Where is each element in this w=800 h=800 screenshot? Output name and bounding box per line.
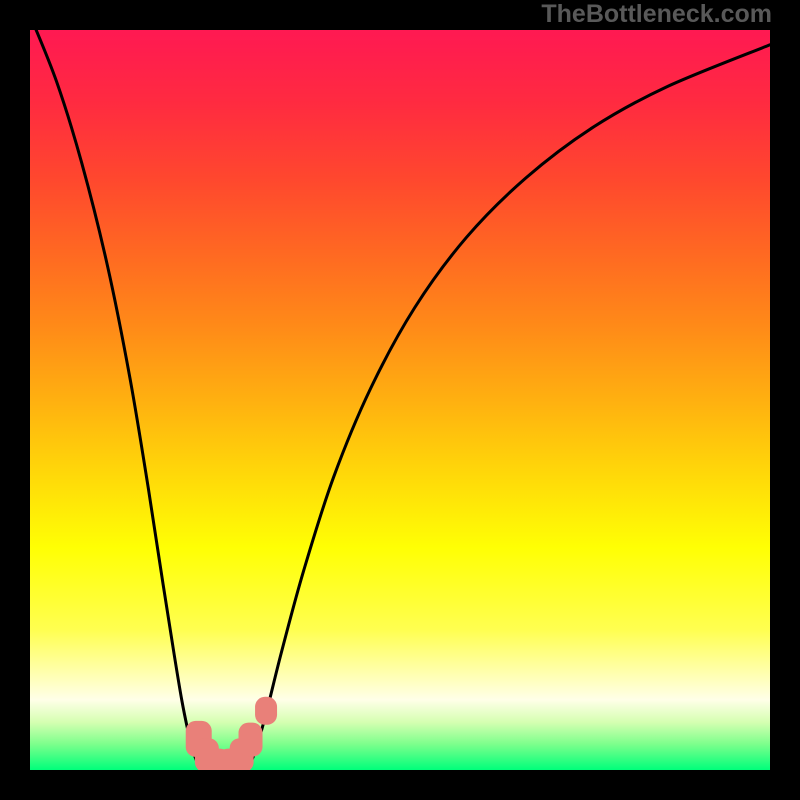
bottleneck-chart [0, 0, 800, 800]
curve-marker [255, 697, 277, 725]
plot-gradient [30, 30, 770, 770]
chart-container: TheBottleneck.com [0, 0, 800, 800]
curve-marker [239, 723, 263, 757]
watermark-text: TheBottleneck.com [541, 0, 772, 29]
